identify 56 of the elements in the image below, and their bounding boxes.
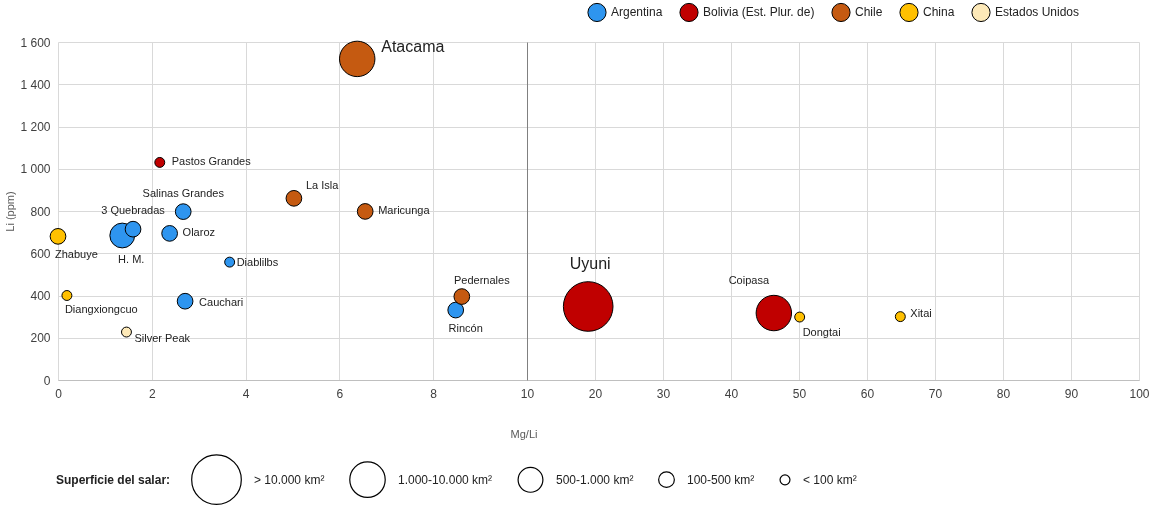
annotation: Uyuni [569, 255, 611, 273]
x-tick-label: 40 [724, 386, 739, 401]
annotation: Maricunga [378, 204, 431, 217]
y-tick-label: 0 [43, 373, 51, 388]
x-tick-label: 30 [656, 386, 671, 401]
y-axis-title: Li (ppm) [4, 191, 17, 232]
y-tick-label: 200 [30, 331, 51, 346]
annotation: Diablilbs [236, 256, 279, 269]
x-tick-label: 70 [928, 386, 943, 401]
legend-label: Bolivia (Est. Plur. de) [703, 5, 815, 20]
legend-label: < 100 km² [803, 472, 857, 487]
legend-label: Argentina [611, 5, 663, 20]
x-tick-label: 10 [520, 386, 535, 401]
annotation: Coipasa [728, 274, 770, 287]
legend-label: Estados Unidos [995, 5, 1080, 20]
legend-label: 500-1.000 km² [556, 472, 634, 487]
x-tick-label: 8 [430, 386, 438, 401]
annotation: Silver Peak [134, 332, 191, 345]
annotation: Olaroz [182, 226, 216, 239]
y-tick-label: 1 600 [20, 35, 51, 50]
y-tick-label: 600 [30, 246, 51, 261]
y-tick-label: 1 400 [20, 77, 51, 92]
annotation: Zhabuye [55, 248, 98, 261]
x-tick-label: 90 [1064, 386, 1079, 401]
annotation: Pastos Grandes [171, 155, 252, 168]
legend-label: Chile [855, 5, 883, 20]
legend-label: > 10.000 km² [254, 472, 325, 487]
y-tick-label: 1 200 [20, 120, 51, 134]
annotation: La Isla [305, 179, 340, 192]
x-axis-title: Mg/Li [510, 427, 538, 440]
y-tick-label: 400 [30, 289, 51, 303]
annotation: Atacama [381, 37, 445, 55]
x-tick-label: 100 [1129, 386, 1150, 401]
x-tick-label: 60 [860, 386, 875, 401]
x-tick-label: 6 [336, 386, 344, 401]
x-tick-label: 50 [792, 386, 807, 401]
y-tick-label: 800 [30, 204, 51, 219]
annotation: Salinas Grandes [142, 186, 225, 199]
x-tick-label: 0 [55, 386, 63, 401]
annotation: H. M. [118, 252, 145, 265]
x-tick-label: 80 [996, 386, 1011, 401]
legend-label: 1.000-10.000 km² [398, 472, 493, 487]
annotation: Pedernales [453, 273, 511, 286]
annotation: 3 Quebradas [101, 204, 166, 217]
annotation: Diangxiongcuo [64, 302, 138, 315]
legend-label: China [923, 5, 955, 20]
annotation: Dongtai [802, 326, 841, 339]
annotation: Rincón [448, 322, 483, 335]
annotation: Cauchari [199, 296, 244, 309]
x-tick-label: 4 [242, 386, 250, 401]
y-tick-label: 1 000 [20, 162, 51, 177]
text: Superficie del salar: [56, 473, 171, 487]
x-tick-label: 20 [588, 386, 603, 401]
x-tick-label: 2 [148, 386, 156, 401]
legend-label: 100-500 km² [687, 472, 755, 487]
annotation: Xitai [910, 306, 932, 319]
